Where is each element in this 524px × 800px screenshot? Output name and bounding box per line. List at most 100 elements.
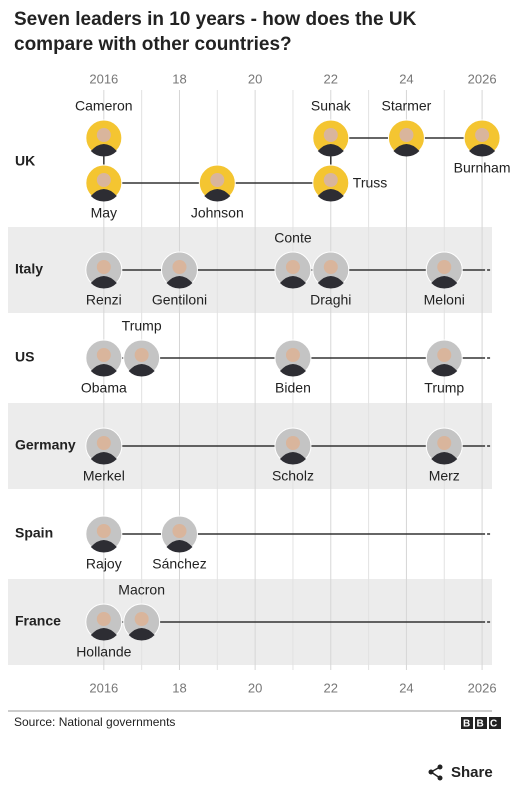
portrait-shoulders xyxy=(128,364,155,377)
portrait-face xyxy=(96,173,111,187)
leader-name: Sánchez xyxy=(152,556,206,572)
leader-name: Scholz xyxy=(272,468,314,484)
leader-portrait xyxy=(85,164,123,202)
leader-portrait xyxy=(85,603,123,641)
portrait-face xyxy=(285,348,300,362)
leader-portrait xyxy=(425,251,463,289)
portrait-shoulders xyxy=(279,364,306,377)
portrait-shoulders xyxy=(90,276,117,289)
portrait-shoulders xyxy=(204,189,231,202)
row-label: Germany xyxy=(15,437,76,453)
portrait-face xyxy=(285,260,300,274)
portrait-shoulders xyxy=(90,452,117,465)
portrait-face xyxy=(96,348,111,362)
leader-portrait xyxy=(425,427,463,465)
share-button[interactable]: Share xyxy=(428,764,493,781)
leader-name: Macron xyxy=(118,582,165,598)
leader-portrait xyxy=(85,119,123,157)
portrait-face xyxy=(437,348,452,362)
portrait-shoulders xyxy=(431,276,458,289)
portrait-shoulders xyxy=(90,189,117,202)
x-tick-label: 20 xyxy=(248,680,262,695)
portrait-face xyxy=(134,348,149,362)
portrait-face xyxy=(96,436,111,450)
portrait-face xyxy=(285,436,300,450)
logo: BBC xyxy=(461,717,504,730)
portrait-face xyxy=(323,173,338,187)
leader-name: Merz xyxy=(429,468,460,484)
leader-portrait xyxy=(312,164,350,202)
leader-name: Hollande xyxy=(76,644,131,660)
leader-name: Starmer xyxy=(382,98,432,114)
leader-portrait xyxy=(160,515,198,553)
portrait-face xyxy=(399,128,414,142)
portrait-face xyxy=(134,612,149,626)
portrait-face xyxy=(323,260,338,274)
portrait-shoulders xyxy=(393,144,420,157)
portrait-face xyxy=(323,128,338,142)
x-tick-label: 20 xyxy=(248,71,262,86)
leader-portrait xyxy=(123,603,161,641)
x-tick-label: 22 xyxy=(324,71,338,86)
portrait-shoulders xyxy=(90,144,117,157)
leader-name: May xyxy=(91,205,117,221)
leader-name: Obama xyxy=(81,380,127,396)
x-tick-label: 2026 xyxy=(468,680,497,695)
row-label: US xyxy=(15,349,34,365)
chart-title: Seven leaders in 10 years - how does the… xyxy=(14,9,417,30)
source: Source: National governments xyxy=(14,715,175,729)
leader-name: Rajoy xyxy=(86,556,122,572)
chart-title: compare with other countries? xyxy=(14,34,292,55)
x-tick-label: 2016 xyxy=(89,71,118,86)
portrait-shoulders xyxy=(90,364,117,377)
leader-portrait xyxy=(85,515,123,553)
x-tick-label: 22 xyxy=(324,680,338,695)
portrait-shoulders xyxy=(90,628,117,641)
leader-portrait xyxy=(274,251,312,289)
leader-name: Meloni xyxy=(424,292,465,308)
leader-name: Sunak xyxy=(311,98,352,114)
leader-name: Merkel xyxy=(83,468,125,484)
portrait-shoulders xyxy=(431,452,458,465)
leader-name: Truss xyxy=(353,175,387,191)
row-label: UK xyxy=(15,153,35,169)
x-tick-label: 24 xyxy=(399,680,413,695)
share-label[interactable]: Share xyxy=(451,764,493,781)
leader-portrait xyxy=(274,427,312,465)
leader-portrait xyxy=(312,119,350,157)
leader-portrait xyxy=(85,427,123,465)
row-label: France xyxy=(15,613,61,629)
portrait-face xyxy=(96,612,111,626)
leader-name: Trump xyxy=(424,380,464,396)
leader-portrait xyxy=(425,339,463,377)
portrait-face xyxy=(437,260,452,274)
portrait-shoulders xyxy=(279,452,306,465)
portrait-face xyxy=(96,128,111,142)
leader-portrait xyxy=(160,251,198,289)
portrait-face xyxy=(210,173,225,187)
portrait-face xyxy=(475,128,490,142)
leader-name: Biden xyxy=(275,380,311,396)
portrait-shoulders xyxy=(128,628,155,641)
portrait-shoulders xyxy=(317,189,344,202)
leader-name: Draghi xyxy=(310,292,351,308)
leader-name: Trump xyxy=(122,318,162,334)
row-label: Spain xyxy=(15,525,53,541)
leader-name: Gentiloni xyxy=(152,292,207,308)
logo-text: BBC xyxy=(463,719,504,730)
grid: 2016 2016 18 18 20 20 22 22 24 24 2026 2026 xyxy=(89,71,496,695)
leader-name: Cameron xyxy=(75,98,133,114)
leader-portrait xyxy=(198,164,236,202)
leader-name: Johnson xyxy=(191,205,244,221)
x-tick-label: 24 xyxy=(399,71,413,86)
leader-portrait xyxy=(463,119,501,157)
leader-name: Renzi xyxy=(86,292,122,308)
x-tick-label: 2026 xyxy=(468,71,497,86)
leader-portrait xyxy=(312,251,350,289)
portrait-shoulders xyxy=(431,364,458,377)
portrait-face xyxy=(96,524,111,538)
portrait-shoulders xyxy=(90,540,117,553)
leader-name: Burnham xyxy=(454,160,511,176)
portrait-shoulders xyxy=(317,276,344,289)
